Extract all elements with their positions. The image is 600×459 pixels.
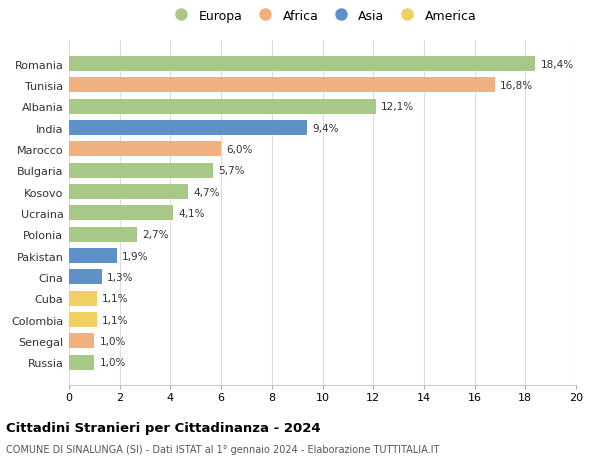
Bar xyxy=(69,355,94,370)
Bar xyxy=(69,206,173,221)
Text: 12,1%: 12,1% xyxy=(381,102,414,112)
Bar xyxy=(69,270,102,285)
Text: 4,1%: 4,1% xyxy=(178,208,205,218)
Bar xyxy=(69,291,97,306)
Text: 1,9%: 1,9% xyxy=(122,251,149,261)
Bar xyxy=(69,57,535,72)
Text: 4,7%: 4,7% xyxy=(193,187,220,197)
Bar xyxy=(69,78,495,93)
Text: Cittadini Stranieri per Cittadinanza - 2024: Cittadini Stranieri per Cittadinanza - 2… xyxy=(6,421,320,434)
Bar xyxy=(69,163,214,178)
Text: 9,4%: 9,4% xyxy=(313,123,339,133)
Bar xyxy=(69,142,221,157)
Text: COMUNE DI SINALUNGA (SI) - Dati ISTAT al 1° gennaio 2024 - Elaborazione TUTTITAL: COMUNE DI SINALUNGA (SI) - Dati ISTAT al… xyxy=(6,444,439,454)
Text: 16,8%: 16,8% xyxy=(500,81,533,91)
Bar xyxy=(69,185,188,200)
Legend: Europa, Africa, Asia, America: Europa, Africa, Asia, America xyxy=(169,10,476,22)
Bar xyxy=(69,313,97,327)
Bar xyxy=(69,100,376,114)
Text: 18,4%: 18,4% xyxy=(541,59,574,69)
Text: 6,0%: 6,0% xyxy=(226,145,253,155)
Text: 1,1%: 1,1% xyxy=(102,315,128,325)
Bar xyxy=(69,121,307,136)
Text: 1,0%: 1,0% xyxy=(100,358,126,368)
Text: 1,3%: 1,3% xyxy=(107,272,134,282)
Text: 1,0%: 1,0% xyxy=(100,336,126,346)
Bar xyxy=(69,227,137,242)
Bar xyxy=(69,249,117,263)
Bar xyxy=(69,334,94,349)
Text: 2,7%: 2,7% xyxy=(143,230,169,240)
Text: 5,7%: 5,7% xyxy=(218,166,245,176)
Text: 1,1%: 1,1% xyxy=(102,294,128,303)
